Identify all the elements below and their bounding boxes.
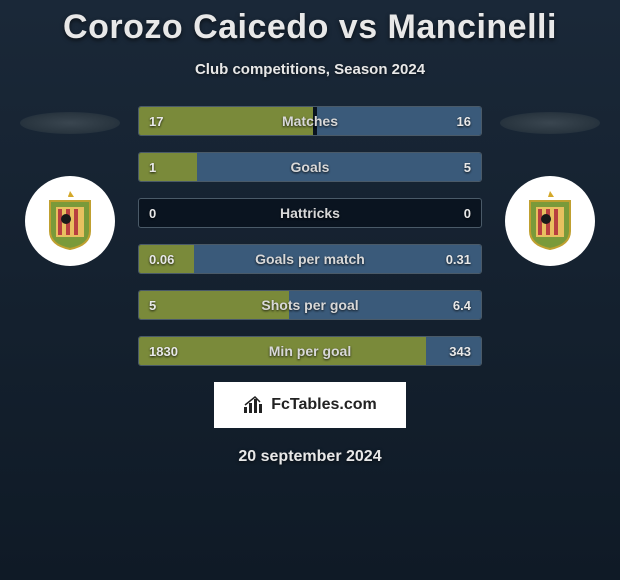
- right-club-badge: [505, 176, 595, 266]
- page-subtitle: Club competitions, Season 2024: [195, 61, 425, 78]
- chart-icon: [243, 395, 263, 415]
- left-club-badge: [25, 176, 115, 266]
- comparison-card: Corozo Caicedo vs Mancinelli Club compet…: [0, 0, 620, 580]
- left-player-col: [20, 106, 120, 266]
- right-player-col: [500, 106, 600, 266]
- stat-row: 0 Hattricks 0: [138, 198, 482, 228]
- stat-label: Hattricks: [280, 205, 340, 221]
- stat-value-left: 0: [149, 206, 156, 221]
- stat-value-right: 5: [464, 160, 471, 175]
- stat-label: Goals: [291, 159, 330, 175]
- stat-label: Shots per goal: [261, 297, 358, 313]
- main-area: 17 Matches 16 1 Goals 5 0 Hattricks 0 0.06 Goals p…: [0, 106, 620, 366]
- stat-row: 1830 Min per goal 343: [138, 336, 482, 366]
- stat-label: Goals per match: [255, 251, 365, 267]
- stat-value-right: 343: [449, 344, 471, 359]
- stat-value-left: 1830: [149, 344, 178, 359]
- page-title: Corozo Caicedo vs Mancinelli: [63, 8, 557, 47]
- stat-value-left: 1: [149, 160, 156, 175]
- fctables-logo[interactable]: FcTables.com: [214, 382, 406, 428]
- club-crest-icon: [524, 191, 576, 251]
- stat-bar-left: [139, 153, 197, 181]
- date-label: 20 september 2024: [238, 448, 381, 466]
- stat-value-right: 0: [464, 206, 471, 221]
- club-crest-icon: [44, 191, 96, 251]
- stat-value-right: 16: [457, 114, 471, 129]
- player-silhouette-shadow: [20, 112, 120, 134]
- stat-value-left: 17: [149, 114, 163, 129]
- stats-column: 17 Matches 16 1 Goals 5 0 Hattricks 0 0.06 Goals p…: [138, 106, 482, 366]
- player-silhouette-shadow: [500, 112, 600, 134]
- stat-row: 5 Shots per goal 6.4: [138, 290, 482, 320]
- stat-row: 0.06 Goals per match 0.31: [138, 244, 482, 274]
- stat-value-right: 6.4: [453, 298, 471, 313]
- stat-row: 17 Matches 16: [138, 106, 482, 136]
- stat-label: Min per goal: [269, 343, 351, 359]
- stat-value-left: 0.06: [149, 252, 174, 267]
- stat-bar-right: [197, 153, 481, 181]
- stat-value-left: 5: [149, 298, 156, 313]
- logo-text: FcTables.com: [271, 396, 377, 414]
- stat-label: Matches: [282, 113, 338, 129]
- stat-row: 1 Goals 5: [138, 152, 482, 182]
- stat-value-right: 0.31: [446, 252, 471, 267]
